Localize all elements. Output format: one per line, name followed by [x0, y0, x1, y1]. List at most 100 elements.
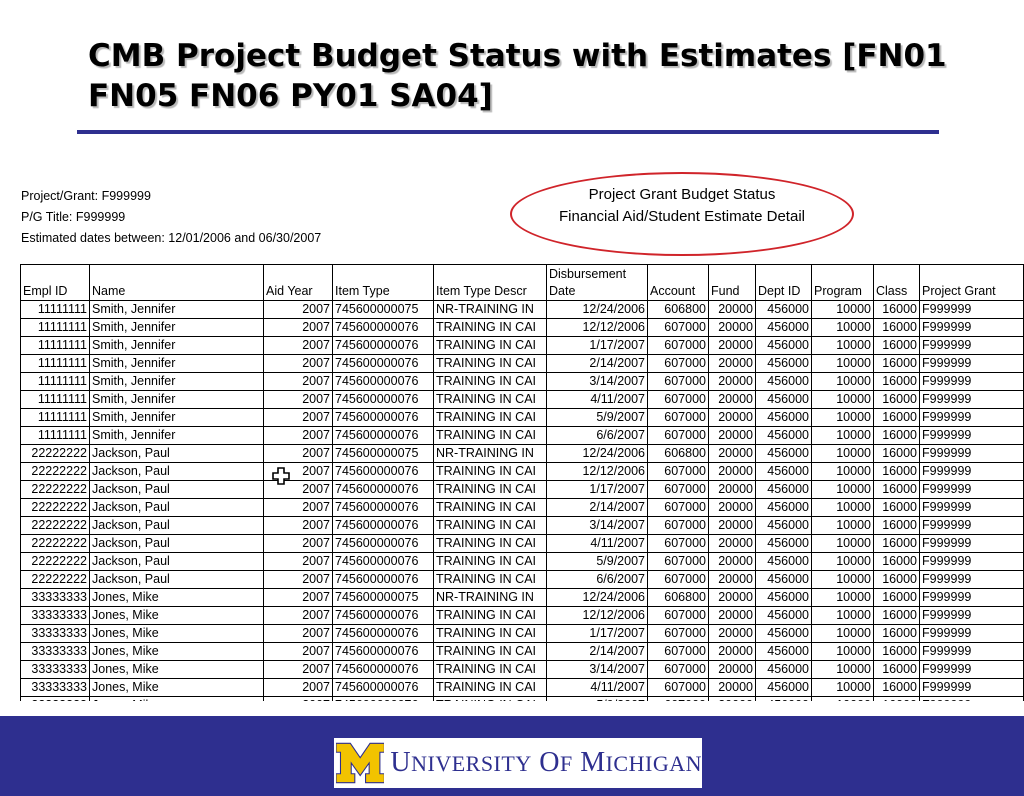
table-cell: 16000: [873, 678, 920, 697]
table-cell: 16000: [873, 372, 920, 391]
table-cell: NR-TRAINING IN: [433, 444, 547, 463]
column-header: Account: [647, 264, 709, 301]
table-cell: 11111111: [20, 390, 90, 409]
table-cell: Jones, Mike: [89, 660, 264, 679]
table-cell: 16000: [873, 444, 920, 463]
table-cell: 607000: [647, 426, 709, 445]
table-cell: TRAINING IN CAI: [433, 480, 547, 499]
table-cell: 16000: [873, 426, 920, 445]
table-cell: 20000: [708, 462, 756, 481]
column-header: Name: [89, 264, 264, 301]
table-cell: 745600000075: [332, 300, 434, 319]
table-cell: 20000: [708, 426, 756, 445]
column-header-label: Date: [549, 284, 576, 298]
table-cell: 16000: [873, 480, 920, 499]
table-row: 22222222 Jackson, Paul 2007 745600000076 TRA…: [20, 570, 1024, 589]
table-cell: 456000: [755, 552, 812, 571]
table-cell: 5/9/2007: [546, 552, 648, 571]
table-row: 11111111 Smith, Jennifer 2007 745600000076 T…: [20, 318, 1024, 337]
table-cell: 745600000076: [332, 678, 434, 697]
table-cell: 745600000076: [332, 426, 434, 445]
table-cell: 2007: [263, 426, 333, 445]
table-cell: Smith, Jennifer: [89, 300, 264, 319]
table-cell: TRAINING IN CAI: [433, 462, 547, 481]
column-header: Empl ID: [20, 264, 90, 301]
table-cell: 1/17/2007: [546, 336, 648, 355]
table-cell: Jones, Mike: [89, 678, 264, 697]
table-cell: 11111111: [20, 426, 90, 445]
table-cell: 20000: [708, 354, 756, 373]
table-cell: TRAINING IN CAI: [433, 552, 547, 571]
title-underline: [77, 130, 939, 134]
table-cell: 456000: [755, 408, 812, 427]
table-cell: 10000: [811, 606, 874, 625]
table-cell: 22222222: [20, 462, 90, 481]
table-cell: 456000: [755, 498, 812, 517]
table-cell: 607000: [647, 336, 709, 355]
table-cell: 607000: [647, 408, 709, 427]
date-range-label: Estimated dates between: 12/01/2006 and …: [21, 231, 322, 245]
table-cell: 20000: [708, 300, 756, 319]
table-cell: 2007: [263, 408, 333, 427]
table-cell: 16000: [873, 588, 920, 607]
table-cell: TRAINING IN CAI: [433, 336, 547, 355]
table-cell: F999999: [919, 318, 1024, 337]
table-row: 11111111 Smith, Jennifer 2007 745600000075 N…: [20, 300, 1024, 319]
table-cell: F999999: [919, 426, 1024, 445]
table-cell: 16000: [873, 624, 920, 643]
table-cell: 6/6/2007: [546, 570, 648, 589]
table-cell: 20000: [708, 444, 756, 463]
table-cell: 456000: [755, 372, 812, 391]
table-cell: 20000: [708, 588, 756, 607]
column-header-label: Account: [650, 284, 696, 298]
table-row: 11111111 Smith, Jennifer 2007 745600000076 T…: [20, 408, 1024, 427]
table-cell: 10000: [811, 462, 874, 481]
table-cell: 745600000076: [332, 336, 434, 355]
table-cell: F999999: [919, 354, 1024, 373]
table-cell: 607000: [647, 480, 709, 499]
report-table-viewport[interactable]: Empl ID Name Aid Year Item Type Item Type De…: [20, 264, 1024, 701]
table-cell: F999999: [919, 390, 1024, 409]
table-cell: F999999: [919, 642, 1024, 661]
table-cell: 607000: [647, 678, 709, 697]
column-header: Project Grant: [919, 264, 1024, 301]
table-cell: 2007: [263, 516, 333, 535]
table-cell: F999999: [919, 408, 1024, 427]
table-cell: 20000: [708, 606, 756, 625]
table-cell: 11111111: [20, 408, 90, 427]
table-cell: 10000: [811, 300, 874, 319]
table-cell: TRAINING IN CAI: [433, 642, 547, 661]
column-header-label: Project Grant: [922, 284, 996, 298]
table-cell: 4/11/2007: [546, 678, 648, 697]
table-cell: Jones, Mike: [89, 624, 264, 643]
table-cell: TRAINING IN CAI: [433, 408, 547, 427]
table-cell: 456000: [755, 318, 812, 337]
table-cell: 2007: [263, 300, 333, 319]
table-cell: 745600000076: [332, 390, 434, 409]
report-table: Empl ID Name Aid Year Item Type Item Type De…: [20, 264, 1024, 701]
table-cell: 2007: [263, 372, 333, 391]
table-cell: 16000: [873, 354, 920, 373]
table-cell: TRAINING IN CAI: [433, 426, 547, 445]
table-cell: TRAINING IN CAI: [433, 624, 547, 643]
table-cell: TRAINING IN CAI: [433, 678, 547, 697]
table-cell: 20000: [708, 372, 756, 391]
table-cell: 10000: [811, 552, 874, 571]
table-cell: TRAINING IN CAI: [433, 516, 547, 535]
table-cell: 456000: [755, 426, 812, 445]
table-cell: 20000: [708, 498, 756, 517]
table-cell: 607000: [647, 642, 709, 661]
column-header-label: Name: [92, 284, 126, 298]
table-cell: 22222222: [20, 552, 90, 571]
table-cell: 2007: [263, 534, 333, 553]
table-cell: Smith, Jennifer: [89, 354, 264, 373]
table-cell: 22222222: [20, 444, 90, 463]
table-cell: 10000: [811, 696, 874, 701]
table-cell: 20000: [708, 318, 756, 337]
table-cell: 2007: [263, 570, 333, 589]
table-cell: 11111111: [20, 300, 90, 319]
column-header-top-label: Disbursement: [549, 267, 627, 281]
column-header: Dept ID: [755, 264, 812, 301]
